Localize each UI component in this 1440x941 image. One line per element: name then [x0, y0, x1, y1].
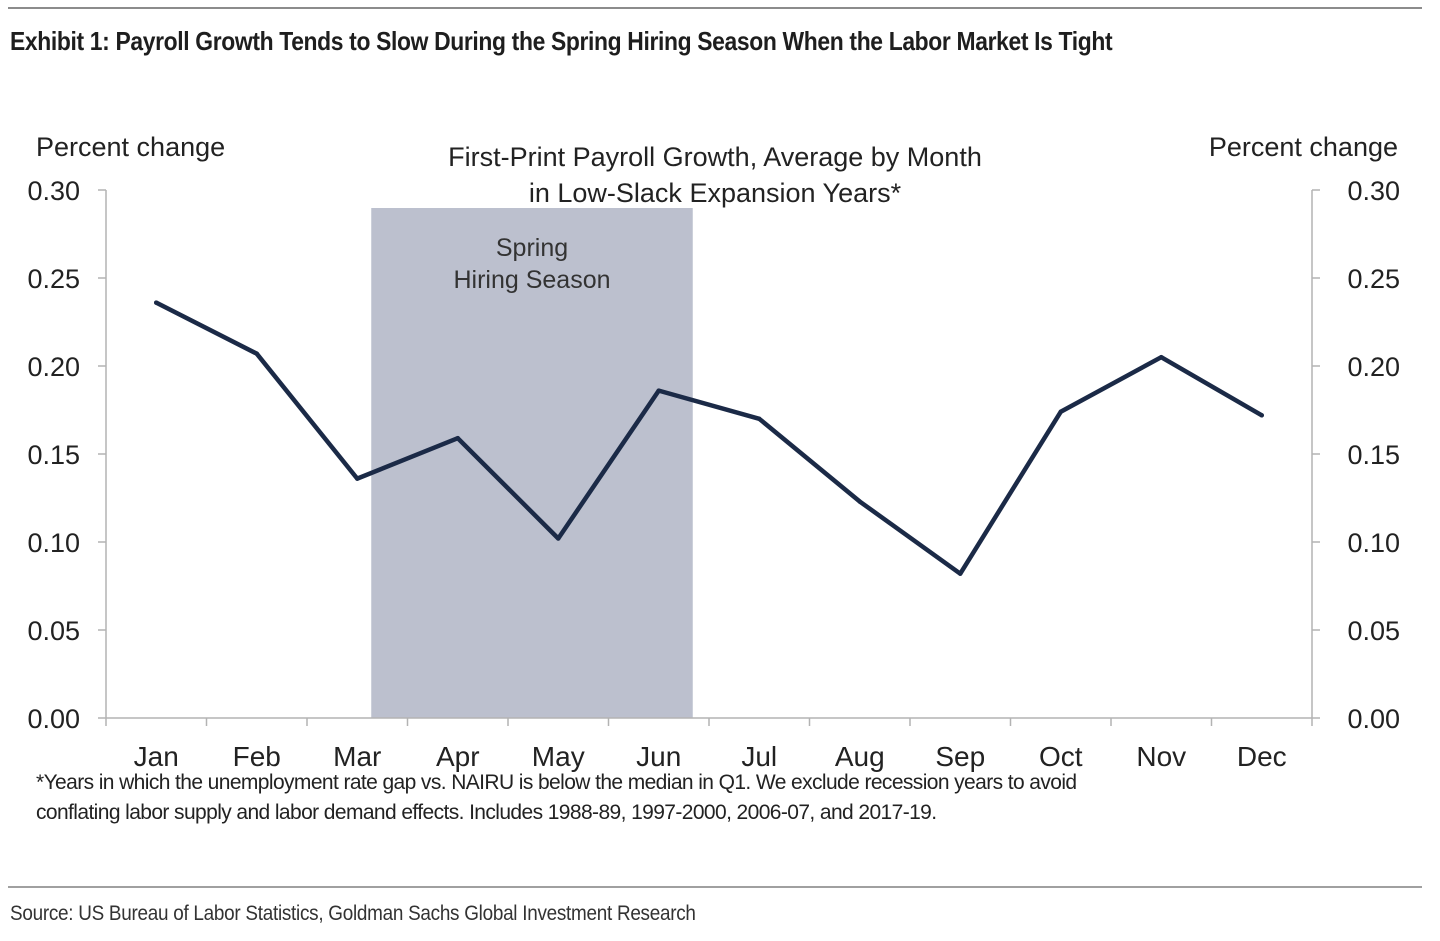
- x-tick-label: Sep: [935, 741, 985, 772]
- y-tick-label-left: 0.10: [27, 528, 80, 558]
- x-tick-label: May: [532, 741, 585, 772]
- x-tick-label: Nov: [1136, 741, 1186, 772]
- x-tick-label: Mar: [333, 741, 381, 772]
- data-point-feb: [254, 351, 259, 356]
- y-tick-label-left: 0.05: [27, 616, 80, 646]
- data-point-dec: [1259, 413, 1264, 418]
- data-point-jun: [656, 388, 661, 393]
- data-point-sep: [958, 571, 963, 576]
- y-tick-label-right: 0.00: [1347, 704, 1400, 734]
- y-tick-label-left: 0.30: [27, 176, 80, 206]
- shade-label-line-1: Spring: [496, 234, 568, 262]
- y-tick-label-right: 0.10: [1347, 528, 1400, 558]
- y-tick-label-right: 0.05: [1347, 616, 1400, 646]
- footnote: *Years in which the unemployment rate ga…: [36, 768, 1316, 828]
- spring-hiring-shade: [371, 208, 693, 718]
- y-tick-label-left: 0.15: [27, 440, 80, 470]
- left-axis-label: Percent change: [36, 132, 226, 162]
- footnote-line-1: *Years in which the unemployment rate ga…: [36, 771, 1077, 794]
- data-point-apr: [455, 435, 460, 441]
- bottom-rule: [8, 886, 1422, 888]
- x-tick-label: Jul: [741, 741, 777, 772]
- chart-title: First-Print Payroll Growth, Average by M…: [365, 139, 1065, 211]
- exhibit-title: Exhibit 1: Payroll Growth Tends to Slow …: [10, 26, 1113, 56]
- y-tick-label-right: 0.25: [1347, 264, 1400, 294]
- y-tick-label-right: 0.15: [1347, 440, 1400, 470]
- chart-title-line-1: First-Print Payroll Growth, Average by M…: [448, 142, 982, 172]
- data-point-may: [556, 536, 561, 541]
- x-tick-label: Oct: [1039, 741, 1083, 772]
- data-point-jan: [154, 300, 159, 305]
- x-tick-label: Apr: [436, 741, 480, 772]
- chart-title-line-2: in Low-Slack Expansion Years*: [528, 178, 902, 208]
- x-tick-label: Aug: [835, 741, 885, 772]
- y-tick-label-left: 0.00: [27, 704, 80, 734]
- top-rule: [8, 7, 1422, 9]
- payroll-growth-line: [154, 300, 1264, 576]
- shade-label-line-2: Hiring Season: [453, 266, 610, 294]
- x-tick-label: Jan: [134, 741, 179, 772]
- x-tick-label: Feb: [233, 741, 281, 772]
- data-point-aug: [857, 499, 862, 504]
- x-tick-label: Dec: [1237, 741, 1287, 772]
- y-tick-label-left: 0.25: [27, 264, 80, 294]
- data-point-nov: [1159, 355, 1164, 360]
- right-axis-label: Percent change: [1208, 132, 1398, 162]
- data-point-jul: [757, 416, 762, 421]
- data-point-oct: [1058, 409, 1063, 414]
- data-point-mar: [355, 476, 360, 481]
- source-note: Source: US Bureau of Labor Statistics, G…: [10, 902, 696, 925]
- y-tick-label-left: 0.20: [27, 352, 80, 382]
- footnote-line-2: conflating labor supply and labor demand…: [36, 801, 937, 824]
- y-tick-label-right: 0.20: [1347, 352, 1400, 382]
- y-tick-label-right: 0.30: [1347, 176, 1400, 206]
- x-tick-label: Jun: [636, 741, 681, 772]
